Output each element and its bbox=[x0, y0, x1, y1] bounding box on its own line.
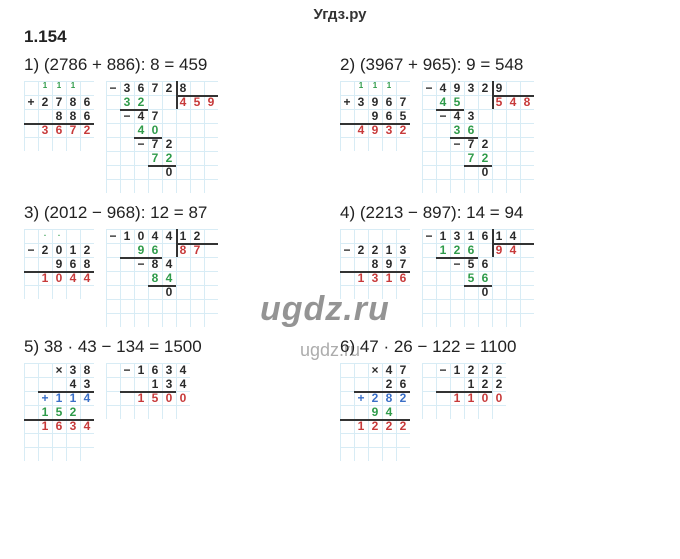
problem-5-eq: 5) 38 · 43 − 134 = 1500 bbox=[24, 337, 340, 357]
problem-6-subtraction: −12221221100 bbox=[422, 363, 506, 419]
problem-5-multiplication: ×3843+1141521634 bbox=[24, 363, 94, 461]
problem-4-subtraction: −22138971316 bbox=[340, 229, 410, 299]
problem-3-division: −1044128796−84840 bbox=[106, 229, 218, 327]
page-header: Угдз.ру bbox=[0, 0, 680, 25]
problem-3-subtraction: ..−20129681044 bbox=[24, 229, 94, 299]
problem-5-subtraction: −16341341500 bbox=[106, 363, 190, 419]
problem-4-eq: 4) (2213 − 897): 14 = 94 bbox=[340, 203, 656, 223]
problem-1-eq: 1) (2786 + 886): 8 = 459 bbox=[24, 55, 340, 75]
problem-2-division: −4932954845−4336−72720 bbox=[422, 81, 534, 193]
problem-4-division: −13161494126−56560 bbox=[422, 229, 534, 327]
problem-1-addition: 111+27868863672 bbox=[24, 81, 94, 151]
problem-3-eq: 3) (2012 − 968): 12 = 87 bbox=[24, 203, 340, 223]
problem-1-division: −3672845932−4740−72720 bbox=[106, 81, 218, 193]
problem-6-eq: 6) 47 · 26 − 122 = 1100 bbox=[340, 337, 656, 357]
problem-2-addition: 111+39679654932 bbox=[340, 81, 410, 151]
task-number: 1.154 bbox=[0, 25, 680, 55]
problem-2-eq: 2) (3967 + 965): 9 = 548 bbox=[340, 55, 656, 75]
problem-6-multiplication: ×4726+282941222 bbox=[340, 363, 410, 461]
